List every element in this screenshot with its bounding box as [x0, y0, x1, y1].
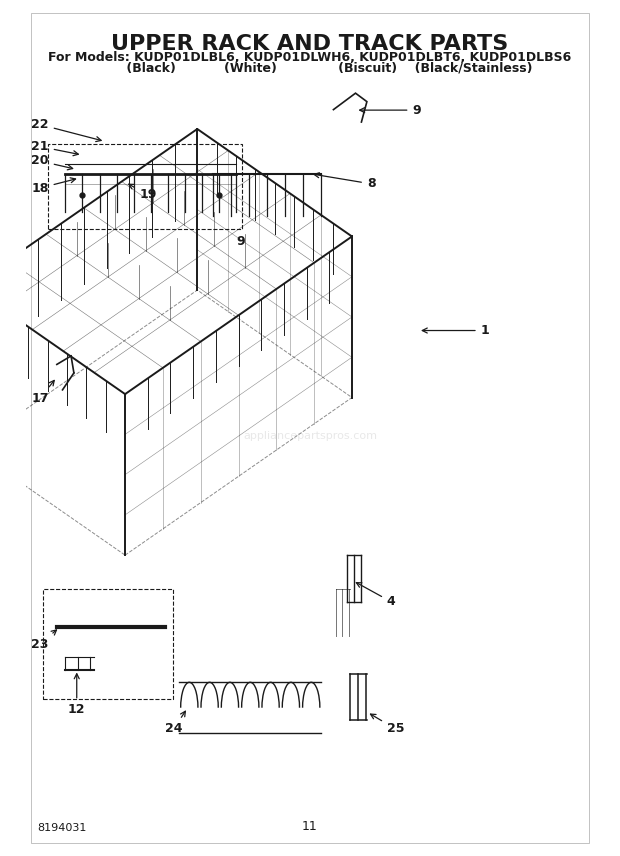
Text: 8194031: 8194031 — [37, 823, 86, 833]
Text: 8: 8 — [314, 173, 376, 190]
Text: (Black)           (White)              (Biscuit)    (Black/Stainless): (Black) (White) (Biscuit) (Black/Stainle… — [87, 62, 533, 74]
Text: appliancepartspros.com: appliancepartspros.com — [243, 431, 377, 442]
Text: 4: 4 — [356, 583, 396, 609]
Text: 9: 9 — [360, 104, 421, 116]
Text: 25: 25 — [371, 714, 404, 735]
Text: 22: 22 — [31, 118, 101, 141]
Text: 23: 23 — [31, 630, 56, 651]
Text: 20: 20 — [31, 154, 73, 169]
Text: For Models: KUDP01DLBL6, KUDP01DLWH6, KUDP01DLBT6, KUDP01DLBS6: For Models: KUDP01DLBL6, KUDP01DLWH6, KU… — [48, 51, 572, 64]
Text: 21: 21 — [31, 140, 78, 156]
Text: UPPER RACK AND TRACK PARTS: UPPER RACK AND TRACK PARTS — [112, 34, 508, 54]
Text: 1: 1 — [422, 324, 489, 337]
Text: 24: 24 — [165, 711, 185, 735]
Text: 18: 18 — [31, 178, 76, 194]
Text: 17: 17 — [31, 380, 54, 405]
Text: 12: 12 — [68, 674, 86, 716]
Text: 9: 9 — [236, 235, 245, 248]
Text: 19: 19 — [129, 184, 157, 201]
Text: 11: 11 — [302, 820, 318, 833]
